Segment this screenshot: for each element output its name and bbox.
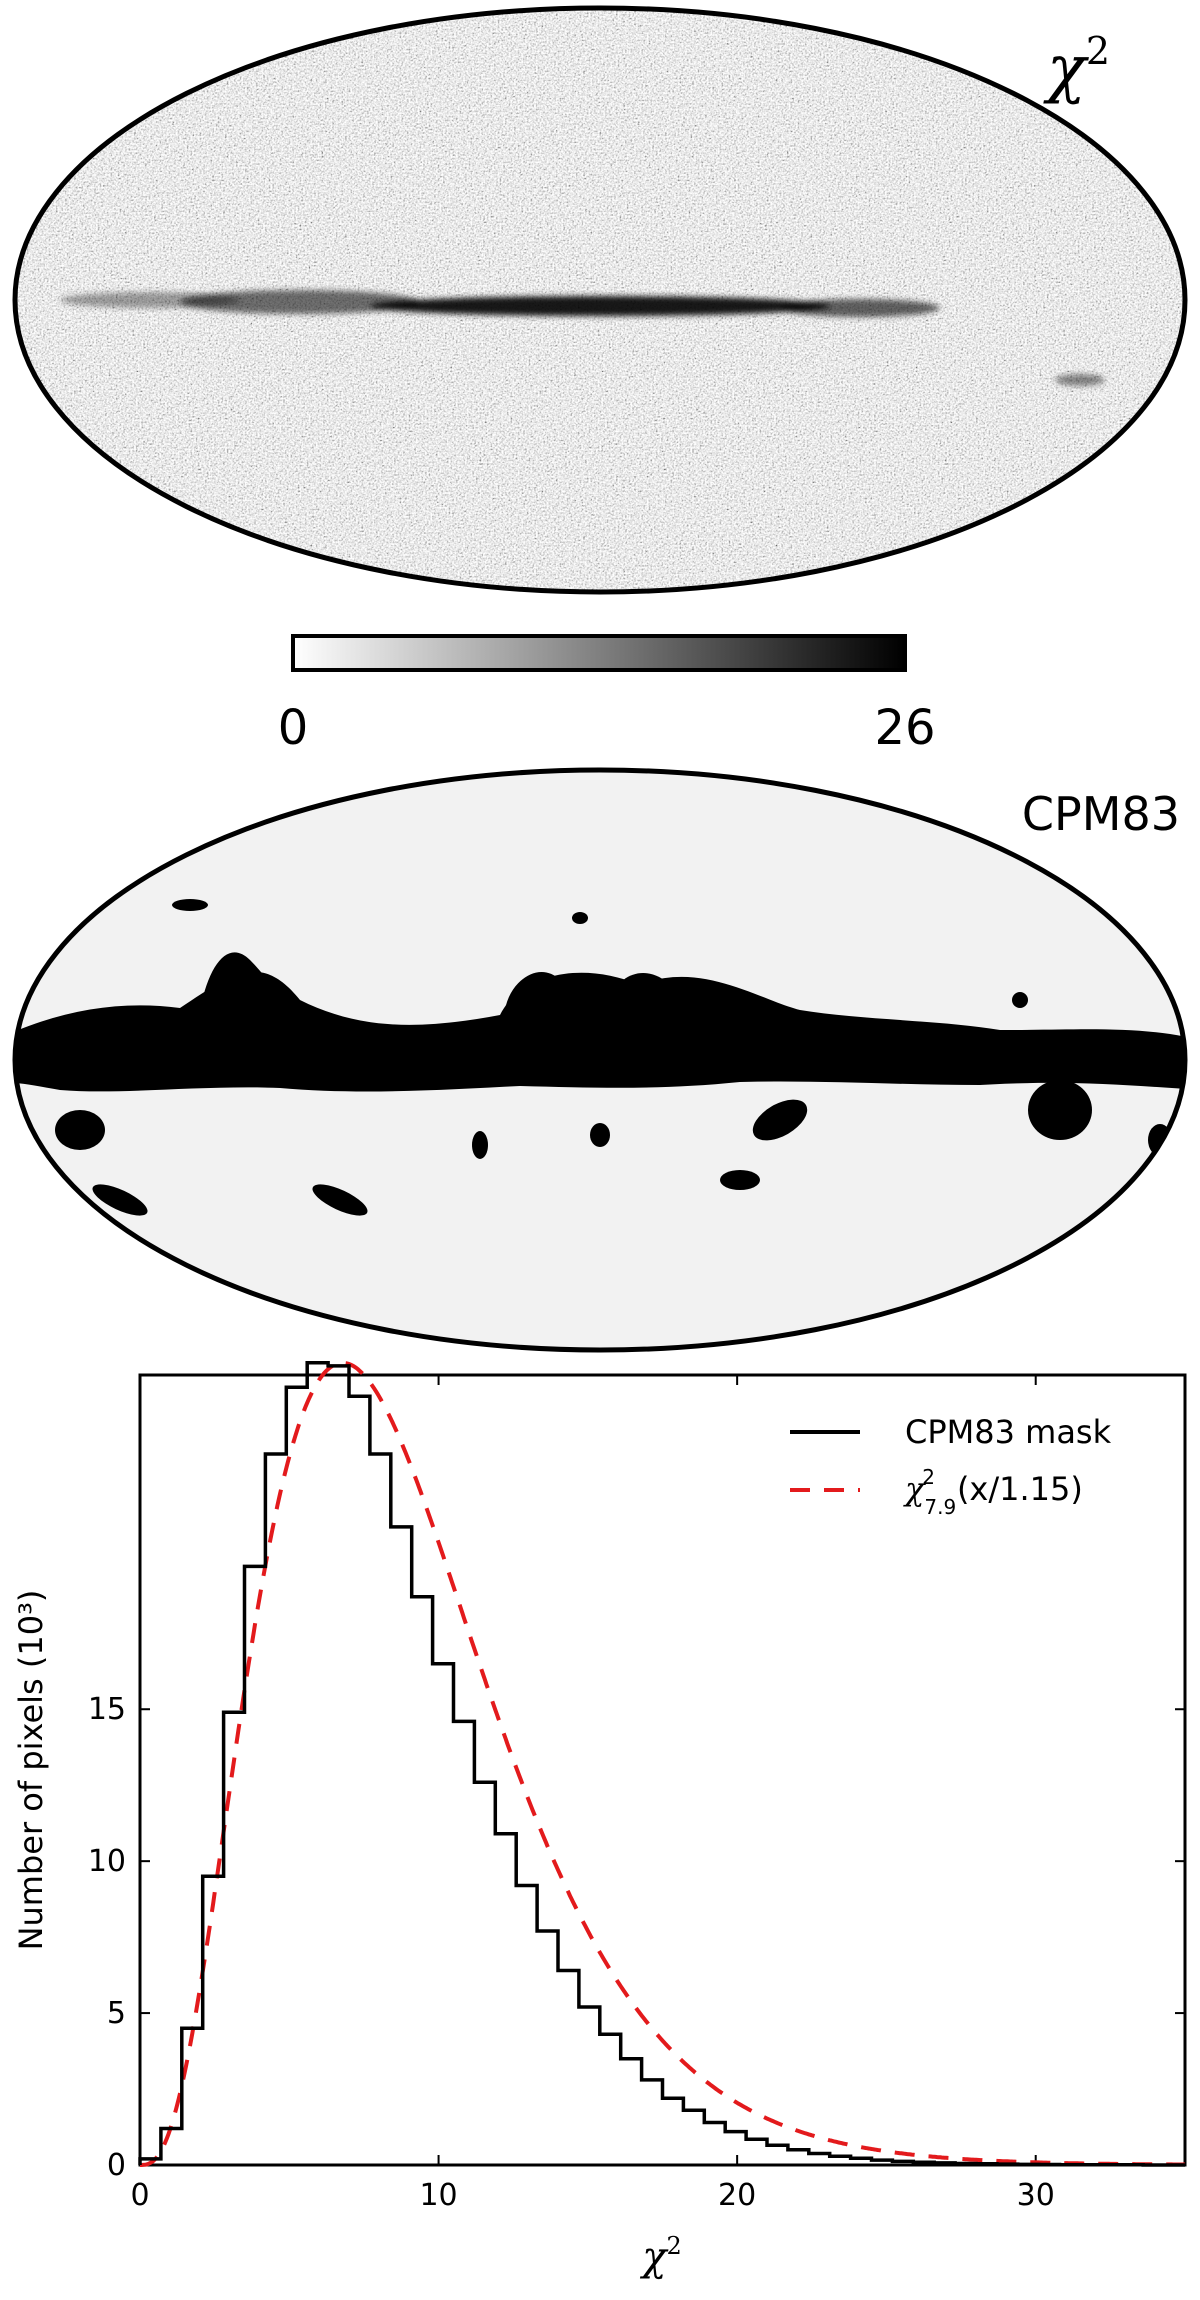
y-tick-label-1: 5 bbox=[107, 1996, 126, 2031]
series-layer bbox=[138, 1360, 1185, 2167]
y-tick-label-3: 15 bbox=[88, 1692, 126, 1727]
chi-squared-map: χ2 bbox=[12, 5, 1188, 595]
y-axis-label: Number of pixels (10³) bbox=[12, 1590, 50, 1951]
colorbar-min-label: 0 bbox=[278, 700, 309, 756]
y-tick-label-2: 10 bbox=[88, 1844, 126, 1879]
y-tick-label-0: 0 bbox=[107, 2148, 126, 2183]
mask-map-outline bbox=[12, 767, 1188, 1353]
y-axis: 0 5 10 15 bbox=[88, 1692, 1185, 2183]
histogram-steps bbox=[138, 1361, 1185, 2167]
x-tick-label-2: 20 bbox=[718, 2178, 756, 2213]
x-axis: 0 10 20 30 bbox=[130, 1375, 1055, 2213]
colorbar: 0 26 bbox=[278, 634, 936, 756]
colorbar-gradient bbox=[291, 634, 907, 672]
chi-map-outline bbox=[12, 5, 1188, 595]
cpm83-mask-map: CPM83 bbox=[12, 767, 1188, 1353]
mask-map-label: CPM83 bbox=[1022, 787, 1180, 841]
galactic-plane-band bbox=[60, 290, 1105, 386]
x-tick-label-3: 30 bbox=[1017, 2178, 1055, 2213]
x-axis-label: χ2 bbox=[639, 2232, 682, 2280]
plot-frame bbox=[138, 1373, 1187, 2167]
fit-curve bbox=[140, 1360, 1185, 2167]
legend: CPM83 mask χ7.92 (x/1.15) bbox=[790, 1413, 1112, 1519]
chi-map-label: χ2 bbox=[1043, 29, 1110, 106]
mask-region bbox=[15, 899, 1185, 1216]
legend-label-1: χ7.92 (x/1.15) bbox=[903, 1465, 1083, 1519]
x-tick-label-0: 0 bbox=[130, 2178, 149, 2213]
x-tick-label-1: 10 bbox=[419, 2178, 457, 2213]
colorbar-max-label: 26 bbox=[874, 700, 935, 756]
legend-label-0: CPM83 mask bbox=[905, 1413, 1112, 1451]
histogram-chart: 0 10 20 30 0 5 10 15 χ2 Number of pixels (10³)… bbox=[12, 1360, 1187, 2280]
